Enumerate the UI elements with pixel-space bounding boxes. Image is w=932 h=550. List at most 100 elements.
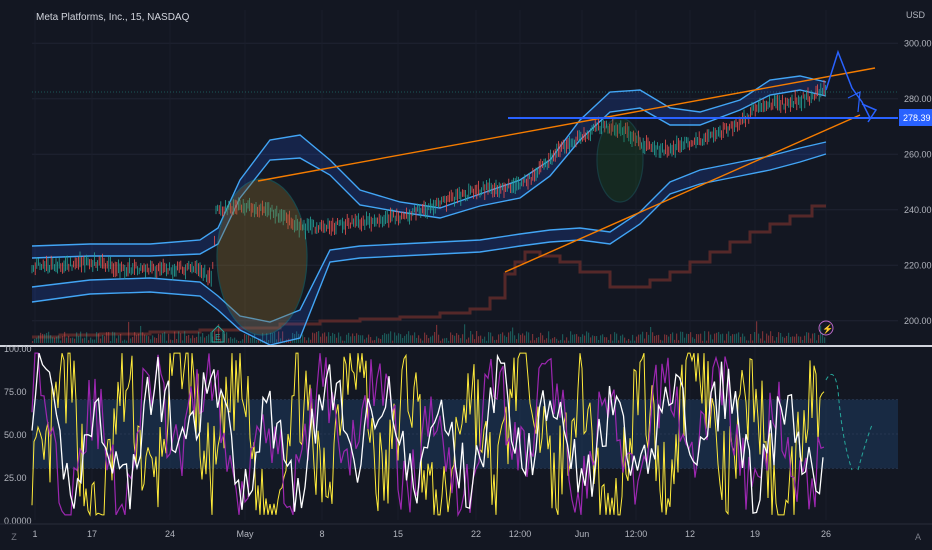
volume-bar: [214, 331, 216, 343]
volume-bar: [232, 338, 234, 343]
volume-bar: [74, 338, 76, 343]
volume-bar: [464, 324, 466, 343]
auto-scale-button[interactable]: A: [914, 532, 921, 542]
rsi-projection-dashed: [825, 373, 853, 471]
volume-bar: [76, 332, 78, 343]
volume-bar: [520, 334, 522, 343]
volume-bar: [198, 331, 200, 343]
volume-bar: [474, 339, 476, 343]
volume-bar: [658, 334, 660, 343]
volume-bar: [98, 333, 100, 343]
bollinger-line: [31, 75, 827, 247]
volume-bar: [222, 331, 224, 343]
volume-bar: [256, 339, 258, 343]
volume-bar: [754, 332, 756, 343]
volume-bar: [724, 340, 726, 343]
volume-bar: [564, 340, 566, 343]
volume-bar: [138, 333, 140, 343]
price-tick-label: 260.00: [904, 149, 932, 159]
volume-bar: [112, 331, 114, 343]
timezone-button[interactable]: Z: [11, 532, 17, 542]
volume-bar: [82, 338, 84, 343]
volume-bar: [824, 337, 826, 343]
volume-bar: [740, 336, 742, 343]
volume-bar: [394, 332, 396, 343]
volume-bar: [134, 332, 136, 343]
volume-step-line: [32, 204, 826, 339]
volume-bar: [770, 331, 772, 343]
volume-bar: [272, 333, 274, 343]
volume-bar: [220, 338, 222, 343]
volume-bar: [386, 334, 388, 343]
volume-bar: [414, 332, 416, 343]
volume-bar: [562, 334, 564, 343]
volume-bar: [652, 332, 654, 343]
volume-bar: [692, 337, 694, 343]
volume-bar: [718, 331, 720, 343]
volume-bar: [102, 334, 104, 343]
volume-bar: [446, 337, 448, 343]
volume-bar: [656, 335, 658, 343]
volume-bar: [436, 324, 438, 343]
volume-bar: [678, 340, 680, 343]
volume-bar: [156, 338, 158, 343]
volume-bar: [800, 336, 802, 343]
volume-bar: [202, 332, 204, 343]
volume-bar: [330, 336, 332, 343]
volume-bar: [482, 338, 484, 343]
time-axis-label: Jun: [575, 529, 590, 539]
rsi-mid-line: [31, 352, 825, 518]
volume-bar: [266, 333, 268, 343]
volume-bar: [56, 336, 58, 343]
volume-bar: [666, 334, 668, 343]
volume-bar: [442, 338, 444, 343]
volume-bar: [646, 332, 648, 343]
volume-bar: [370, 337, 372, 343]
volume-bar: [60, 340, 62, 343]
bollinger-lower-fill: [32, 142, 826, 345]
volume-bar: [428, 338, 430, 343]
volume-bar: [566, 337, 568, 343]
volume-bar: [238, 340, 240, 343]
volume-bar: [612, 340, 614, 343]
volume-bar: [366, 337, 368, 343]
volume-bar: [50, 335, 52, 343]
volume-bar: [730, 335, 732, 343]
volume-bar: [476, 331, 478, 343]
volume-bar: [794, 336, 796, 343]
currency-label: USD: [906, 10, 926, 20]
volume-bar: [332, 332, 334, 343]
volume-bar: [622, 334, 624, 343]
volume-bar: [96, 332, 98, 343]
volume-bar: [554, 337, 556, 343]
volume-bar: [630, 340, 632, 343]
volume-bar: [670, 333, 672, 343]
volume-bar: [530, 340, 532, 343]
volume-bar: [120, 333, 122, 343]
volume-bar: [218, 324, 220, 343]
volume-bar: [734, 334, 736, 343]
volume-bar: [702, 340, 704, 343]
volume-bar: [486, 340, 488, 343]
volume-bar: [190, 338, 192, 343]
volume-bar: [750, 334, 752, 343]
symbol-title[interactable]: Meta Platforms, Inc., 15, NASDAQ: [36, 12, 190, 23]
volume-bar: [388, 333, 390, 343]
volume-bar: [44, 334, 46, 343]
volume-bar: [496, 339, 498, 343]
volume-bar: [48, 331, 50, 343]
volume-bar: [206, 336, 208, 343]
rsi-slow-line: [31, 352, 824, 514]
volume-bar: [454, 335, 456, 343]
bollinger-upper-fill: [32, 76, 826, 258]
volume-bar: [600, 335, 602, 343]
rsi-tick-label: 50.00: [4, 430, 27, 440]
price-tick-label: 300.00: [904, 38, 932, 48]
price-tick-label: 280.00: [904, 94, 932, 104]
volume-bar: [684, 337, 686, 343]
volume-bar: [100, 338, 102, 343]
volume-bar: [246, 334, 248, 343]
rsi-projection-dashed: [857, 424, 873, 471]
projection-arrowhead: [861, 103, 878, 123]
